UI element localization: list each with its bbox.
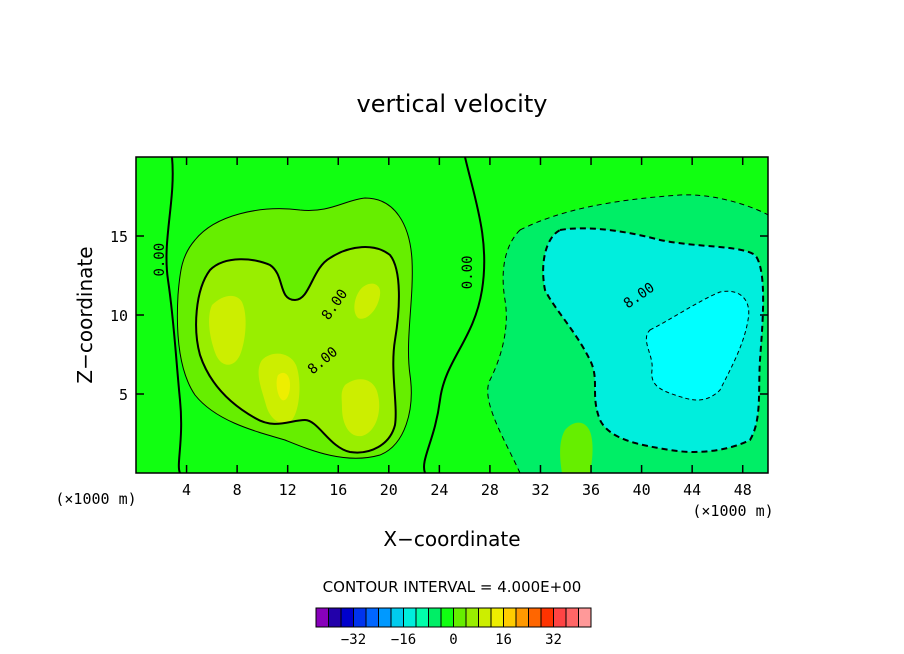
colorbar: −32 −16 0 16 32 bbox=[315, 607, 592, 648]
x-tick-label: 24 bbox=[430, 481, 448, 499]
x-tick-label: 40 bbox=[633, 481, 651, 499]
colorbar-swatch bbox=[553, 607, 567, 628]
colorbar-swatch bbox=[465, 607, 479, 628]
colorbar-swatch bbox=[315, 607, 329, 628]
x-tick-label: 4 bbox=[182, 481, 191, 499]
zero-contour-left bbox=[165, 157, 183, 473]
colorbar-tick-label: −16 bbox=[391, 632, 416, 648]
contour-8-positive bbox=[195, 246, 400, 454]
positive-4-region bbox=[560, 422, 593, 473]
colorbar-swatch bbox=[328, 607, 342, 628]
x-tick-label: 28 bbox=[481, 481, 499, 499]
contour-label: 0.00 bbox=[152, 243, 168, 277]
y-tick-label: 10 bbox=[110, 307, 128, 325]
colorbar-swatch bbox=[353, 607, 367, 628]
colorbar-tick-label: 32 bbox=[545, 632, 562, 648]
colorbar-swatch bbox=[428, 607, 442, 628]
contour-interval-text: CONTOUR INTERVAL = 4.000E+00 bbox=[323, 578, 582, 596]
contour-field bbox=[136, 157, 768, 473]
contour-4-positive bbox=[176, 197, 413, 459]
x-axis-ticks: 4 8 12 16 20 24 28 32 36 40 44 48 bbox=[182, 157, 752, 499]
colorbar-swatch bbox=[440, 607, 454, 628]
x-tick-label: 44 bbox=[683, 481, 701, 499]
colorbar-swatch bbox=[453, 607, 467, 628]
colorbar-tick-label: 16 bbox=[495, 632, 512, 648]
colorbar-swatch bbox=[378, 607, 392, 628]
chart-title: vertical velocity bbox=[357, 90, 548, 118]
y-tick-label: 15 bbox=[110, 228, 128, 246]
x-tick-label: 12 bbox=[279, 481, 297, 499]
colorbar-swatch bbox=[365, 607, 379, 628]
positive-12-region bbox=[209, 295, 246, 365]
contour-label: 0.00 bbox=[460, 255, 476, 289]
colorbar-swatch bbox=[403, 607, 417, 628]
x-tick-label: 20 bbox=[380, 481, 398, 499]
colorbar-swatch bbox=[540, 607, 554, 628]
colorbar-swatch bbox=[415, 607, 429, 628]
contour-minus-4 bbox=[487, 194, 768, 473]
colorbar-tick-label: −32 bbox=[341, 632, 366, 648]
y-axis-ticks: 5 10 15 bbox=[110, 228, 768, 404]
x-tick-label: 8 bbox=[233, 481, 242, 499]
colorbar-swatch bbox=[528, 607, 542, 628]
y-axis-label: Z−coordinate bbox=[73, 246, 97, 383]
positive-12-region bbox=[354, 283, 381, 319]
x-axis-label: X−coordinate bbox=[383, 527, 520, 551]
x-tick-label: 16 bbox=[329, 481, 347, 499]
x-tick-label: 32 bbox=[531, 481, 549, 499]
contour-minus-8 bbox=[542, 227, 765, 453]
x-tick-label: 48 bbox=[734, 481, 752, 499]
positive-16-region bbox=[276, 372, 290, 401]
positive-12-region bbox=[341, 379, 380, 437]
colorbar-swatch bbox=[490, 607, 504, 628]
contour-minus-12 bbox=[645, 290, 750, 401]
x-unit-right: (×1000 m) bbox=[692, 502, 773, 520]
colorbar-swatch bbox=[478, 607, 492, 628]
colorbar-swatch bbox=[515, 607, 529, 628]
colorbar-swatch bbox=[503, 607, 517, 628]
colorbar-swatch bbox=[578, 607, 592, 628]
x-unit-left: (×1000 m) bbox=[55, 490, 136, 508]
colorbar-swatch bbox=[565, 607, 579, 628]
x-tick-label: 36 bbox=[582, 481, 600, 499]
colorbar-tick-label: 0 bbox=[449, 632, 457, 648]
y-tick-label: 5 bbox=[119, 386, 128, 404]
colorbar-swatch bbox=[340, 607, 354, 628]
colorbar-swatch bbox=[390, 607, 404, 628]
zero-contour-right bbox=[423, 157, 486, 473]
